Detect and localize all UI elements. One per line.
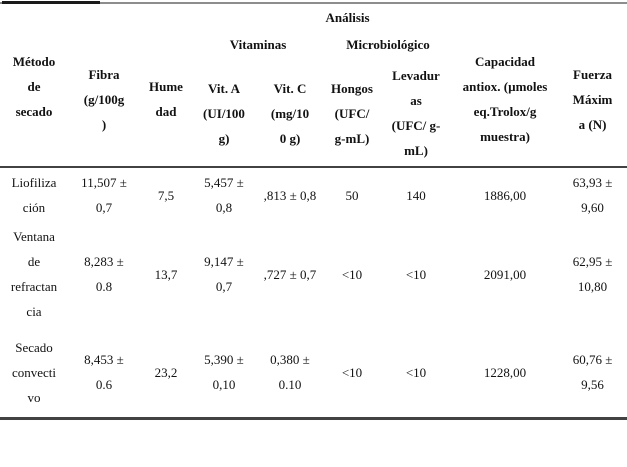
cell-vit-a: 5,457 ± 0,8 <box>204 175 244 215</box>
top-border-segment <box>2 1 100 4</box>
top-border-line <box>0 2 627 4</box>
header-row-groups: Fibra (g/100g ) Hume dad Vitaminas Micro… <box>0 30 627 145</box>
header-metodo: Método de secado <box>12 53 56 119</box>
cell-humedad: 7,5 <box>157 187 175 203</box>
cell-fibra: 8,453 ± 0.6 <box>84 352 124 392</box>
header-vit-a: Vit. A (UI/100 g) <box>203 80 245 146</box>
cell-levaduras: <10 <box>405 266 427 282</box>
cell-vit-a: 5,390 ± 0,10 <box>204 352 244 392</box>
header-vit-c: Vit. C (mg/10 0 g) <box>270 80 310 146</box>
header-fuerza: Fuerza Máxim a (N) <box>572 66 613 132</box>
header-capacidad: Capacidad antiox. (µmoles eq.Trolox/g mu… <box>462 54 548 144</box>
bottom-border-line <box>0 417 627 420</box>
header-vitaminas: Vitaminas <box>229 36 287 52</box>
cell-humedad: 23,2 <box>154 364 178 380</box>
header-hongos: Hongos (UFC/ g-mL) <box>331 80 373 146</box>
table-row-ventana: Ventana de refractan cia 8,283 ± 0.8 13,… <box>0 222 627 326</box>
cell-vit-c: ,727 ± 0,7 <box>263 266 317 282</box>
header-analisis: Análisis <box>325 9 370 25</box>
table-row-liofilizacion: Liofiliza ción 11,507 ± 0,7 7,5 5,457 ± … <box>0 168 627 222</box>
cell-vit-c: ,813 ± 0,8 <box>263 187 317 203</box>
header-humedad: Hume dad <box>149 79 183 119</box>
header-divider-line <box>0 166 627 168</box>
header-levaduras: Levadur as (UFC/ g- mL) <box>391 68 441 158</box>
cell-fuerza: 62,95 ± 10,80 <box>572 254 613 294</box>
cell-metodo: Secado convecti vo <box>11 339 57 405</box>
cell-metodo: Liofiliza ción <box>11 175 57 215</box>
cell-capacidad: 2091,00 <box>483 266 527 282</box>
header-row-columns: Vit. A (UI/100 g) Vit. C (mg/10 0 g) Hon… <box>0 58 627 168</box>
header-row-analisis: Método de secado Análisis <box>0 4 627 119</box>
cell-fibra: 11,507 ± 0,7 <box>81 175 127 215</box>
cell-fuerza: 63,93 ± 9,60 <box>572 175 613 215</box>
cell-fuerza: 60,76 ± 9,56 <box>572 352 613 392</box>
header-microbiologico: Microbiológico <box>346 36 430 52</box>
cell-vit-a: 9,147 ± 0,7 <box>204 254 244 294</box>
table-row-secado-convectivo: Secado convecti vo 8,453 ± 0.6 23,2 5,39… <box>0 326 627 418</box>
cell-vit-c: 0,380 ± 0.10 <box>270 352 310 392</box>
cell-humedad: 13,7 <box>154 266 178 282</box>
cell-hongos: <10 <box>341 364 363 380</box>
cell-capacidad: 1228,00 <box>483 364 527 380</box>
cell-hongos: <10 <box>341 266 363 282</box>
cell-hongos: 50 <box>345 187 359 203</box>
cell-capacidad: 1886,00 <box>483 187 527 203</box>
analysis-table: Método de secado Análisis Fibra (g/100g … <box>0 4 627 418</box>
cell-metodo: Ventana de refractan cia <box>10 229 58 319</box>
header-fibra: Fibra (g/100g ) <box>83 66 125 132</box>
cell-levaduras: <10 <box>405 364 427 380</box>
cell-fibra: 8,283 ± 0.8 <box>84 254 124 294</box>
cell-levaduras: 140 <box>406 187 426 203</box>
